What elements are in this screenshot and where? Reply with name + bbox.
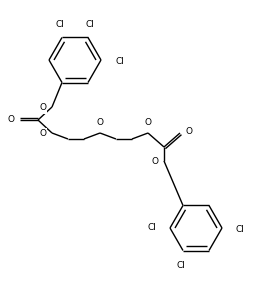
Text: Cl: Cl xyxy=(147,223,156,233)
Text: O: O xyxy=(39,104,46,113)
Text: O: O xyxy=(151,157,158,166)
Text: Cl: Cl xyxy=(86,20,94,29)
Text: O: O xyxy=(39,129,46,139)
Text: Cl: Cl xyxy=(177,260,185,269)
Text: O: O xyxy=(186,127,193,136)
Text: O: O xyxy=(144,118,152,127)
Text: Cl: Cl xyxy=(236,226,245,235)
Text: O: O xyxy=(97,118,103,127)
Text: O: O xyxy=(7,116,14,125)
Text: Cl: Cl xyxy=(115,58,124,67)
Text: Cl: Cl xyxy=(56,20,64,29)
